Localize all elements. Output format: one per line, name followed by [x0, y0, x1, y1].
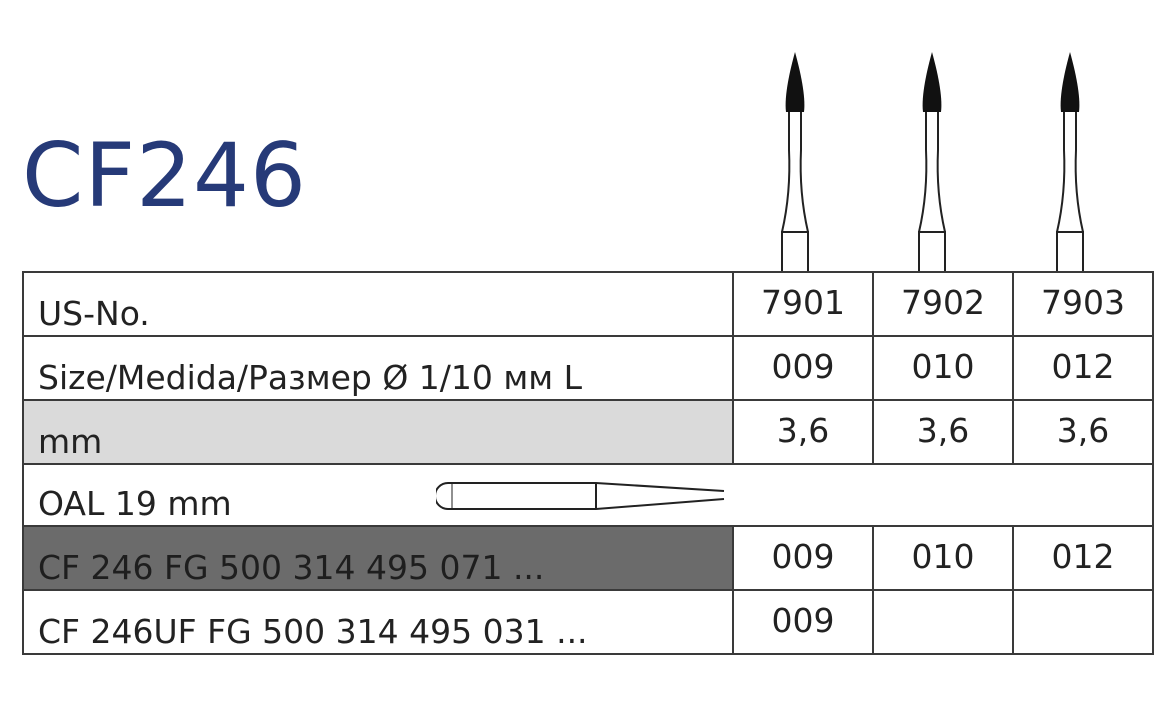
mm-value: 3,6	[872, 399, 1014, 465]
flame-bur-icon	[918, 52, 946, 273]
uf-size-value: 009	[732, 589, 874, 655]
flame-bur-icon	[781, 52, 809, 273]
mm-label: mm	[22, 399, 734, 465]
uf-row: CF 246UF FG 500 314 495 031 ... 009	[22, 589, 1154, 655]
fg-size-value: 009	[732, 525, 874, 591]
uf-size-value	[1012, 589, 1154, 655]
product-code-title: CF246	[22, 124, 308, 227]
size-value: 010	[872, 335, 1014, 401]
mm-value: 3,6	[732, 399, 874, 465]
uf-size-value	[872, 589, 1014, 655]
oal-row: OAL 19 mm	[22, 463, 1154, 527]
size-value: 009	[732, 335, 874, 401]
fg-size-value: 012	[1012, 525, 1154, 591]
flame-bur-icon	[1056, 52, 1084, 273]
fg-row: CF 246 FG 500 314 495 071 ... 009 010 01…	[22, 525, 1154, 591]
uf-order-number: CF 246UF FG 500 314 495 031 ...	[22, 589, 734, 655]
us-no-label: US-No.	[22, 271, 734, 337]
us-no-value: 7902	[872, 271, 1014, 337]
us-no-value: 7903	[1012, 271, 1154, 337]
mm-value: 3,6	[1012, 399, 1154, 465]
oal-cell: OAL 19 mm	[22, 463, 1154, 527]
mm-row: mm 3,6 3,6 3,6	[22, 399, 1154, 465]
size-value: 012	[1012, 335, 1154, 401]
us-no-value: 7901	[732, 271, 874, 337]
size-row: Size/Medida/Размер Ø 1/10 мм L 009 010 0…	[22, 335, 1154, 401]
size-label: Size/Medida/Размер Ø 1/10 мм L	[22, 335, 734, 401]
shank-outline-icon	[436, 482, 725, 510]
fg-size-value: 010	[872, 525, 1014, 591]
oal-label: OAL 19 mm	[38, 484, 232, 523]
us-no-row: US-No. 7901 7902 7903	[22, 271, 1154, 337]
fg-order-number: CF 246 FG 500 314 495 071 ...	[22, 525, 734, 591]
specification-table: US-No. 7901 7902 7903 Size/Medida/Размер…	[22, 271, 1154, 655]
